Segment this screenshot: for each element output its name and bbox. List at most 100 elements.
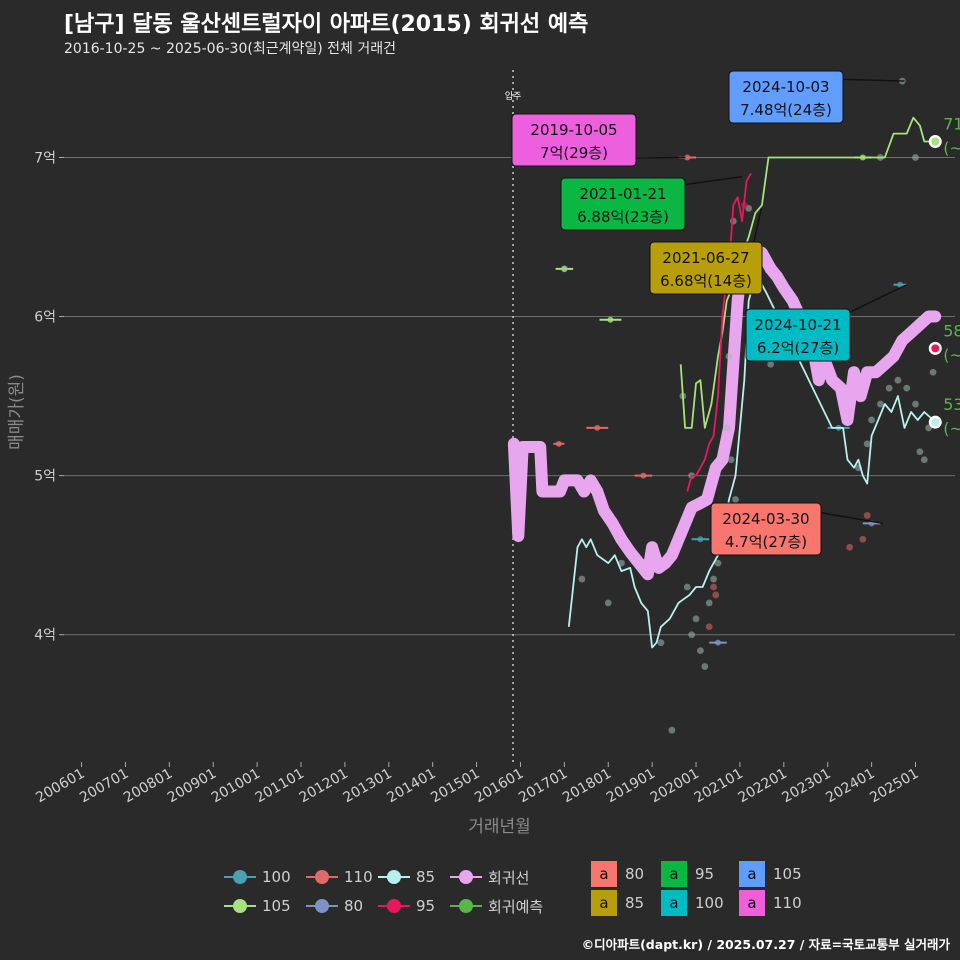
transaction-point [725,352,733,360]
transaction-point [705,623,713,631]
x-tick-label: 201201 [297,766,351,807]
transaction-point [767,360,775,368]
annotation-date: 2024-10-03 [742,78,829,96]
annotation-value: 7.48억(24층) [740,101,832,119]
annotation-leader [810,510,883,525]
transaction-point [897,281,904,288]
transaction-point [701,663,709,670]
annotation-box [710,502,822,556]
legend-item: 110 [304,866,373,888]
transaction-point [688,631,696,639]
annotation-date: 2024-10-21 [754,316,841,334]
transaction-point [604,599,612,607]
x-tick-label: 200801 [121,766,175,807]
legend-swatch [448,896,484,916]
annotation-box [728,70,844,124]
annotation-callout: 2024-10-21 6.2억(27층) [745,284,908,362]
legend-area-swatch: a [661,890,687,916]
legend-area-label: 110 [773,894,802,912]
annotation-value: 6.68억(14층) [660,272,752,290]
transaction-point [710,583,717,591]
legend-label: 85 [416,868,436,886]
y-tick-label: 5억 [34,469,56,485]
transaction-point [859,535,867,543]
transaction-point [727,456,735,464]
x-tick-label: 201801 [560,766,614,807]
legend-label: 80 [344,897,364,915]
transaction-point [712,591,720,599]
legend-swatch [304,896,340,916]
y-tick-label: 7억 [34,150,56,166]
x-tick-label: 202401 [823,766,877,807]
prediction-marker-core [931,344,940,353]
annotation-callout: 2024-10-03 7.48억(24층) [728,70,905,124]
transaction-point [876,400,884,408]
transaction-point [683,583,691,591]
annotation-box [560,177,686,231]
transaction-point [863,512,871,519]
annotation-value: 4.7억(27층) [725,533,807,551]
transaction-point [705,599,713,607]
transaction-point [863,440,871,448]
x-tick-label: 200601 [33,766,87,807]
transaction-point [555,440,562,447]
x-tick-label: 200701 [77,766,131,807]
annotation-callout: 2021-06-27 6.68억(14층) [649,208,763,295]
annotation-callout: 2019-10-05 7억(29층) [511,113,686,167]
prediction-marker-core [931,418,940,427]
annotation-leader [839,284,908,318]
transaction-point [697,647,704,655]
series-line-105 [679,116,936,429]
legend-item: 100 [222,866,291,888]
legend-label: 95 [416,897,436,915]
transaction-point [894,376,902,384]
series-line-85 [567,260,934,649]
prediction-area: (~105㎡) [943,139,960,158]
legend-area-swatch: a [591,890,617,916]
legend-area-item: a 95 [661,861,714,887]
legend-area-label: 80 [625,865,645,883]
prediction-area: (~95㎡) [943,345,960,364]
transaction-point [710,575,717,583]
legend-swatch [304,867,340,887]
transaction-point [846,543,854,551]
x-tick-label: 201601 [472,766,526,807]
legend-item: 회귀선 [448,866,529,888]
legend-area-item: a 100 [661,890,724,916]
legend-area-item: a 110 [739,890,802,916]
annotation-box [745,308,851,362]
x-axis-title: 거래년월 [468,817,531,837]
x-tick-label: 201701 [516,766,570,807]
y-axis-title: 매매가(원) [7,374,27,450]
x-tick-label: 202301 [779,766,833,807]
x-tick-label: 201101 [253,766,307,807]
transaction-point [684,154,691,161]
legend-area-item: a 80 [591,861,645,887]
transaction-point [714,639,721,646]
transaction-point [657,639,665,647]
annotation-callout: 2024-03-30 4.7억(27층) [710,502,883,556]
legend-label: 110 [344,868,373,886]
annotation-value: 6.88억(23층) [577,208,669,226]
x-tick-label: 201501 [428,766,482,807]
transaction-point [929,368,937,376]
legend-label: 회귀선 [488,868,530,887]
prediction-price: 58,000 [943,321,960,340]
legend-swatch [448,867,484,887]
transaction-point [916,448,924,456]
transaction-point [920,456,928,464]
transaction-point [732,496,739,503]
legend-area-swatch: a [591,861,617,887]
transaction-point [723,424,731,432]
transaction-point [697,536,704,543]
transaction-point [578,575,586,583]
transaction-point [668,726,676,734]
transaction-point [594,424,601,431]
annotation-value: 6.2억(27층) [757,339,839,357]
legend-swatch [222,867,258,887]
legend-item: 85 [376,866,435,888]
y-tick-label: 6억 [34,310,56,326]
chart-subtitle: 2016-10-25 ~ 2025-06-30(최근계약일) 전체 거래건 [64,41,396,57]
x-tick-label: 201001 [209,766,263,807]
